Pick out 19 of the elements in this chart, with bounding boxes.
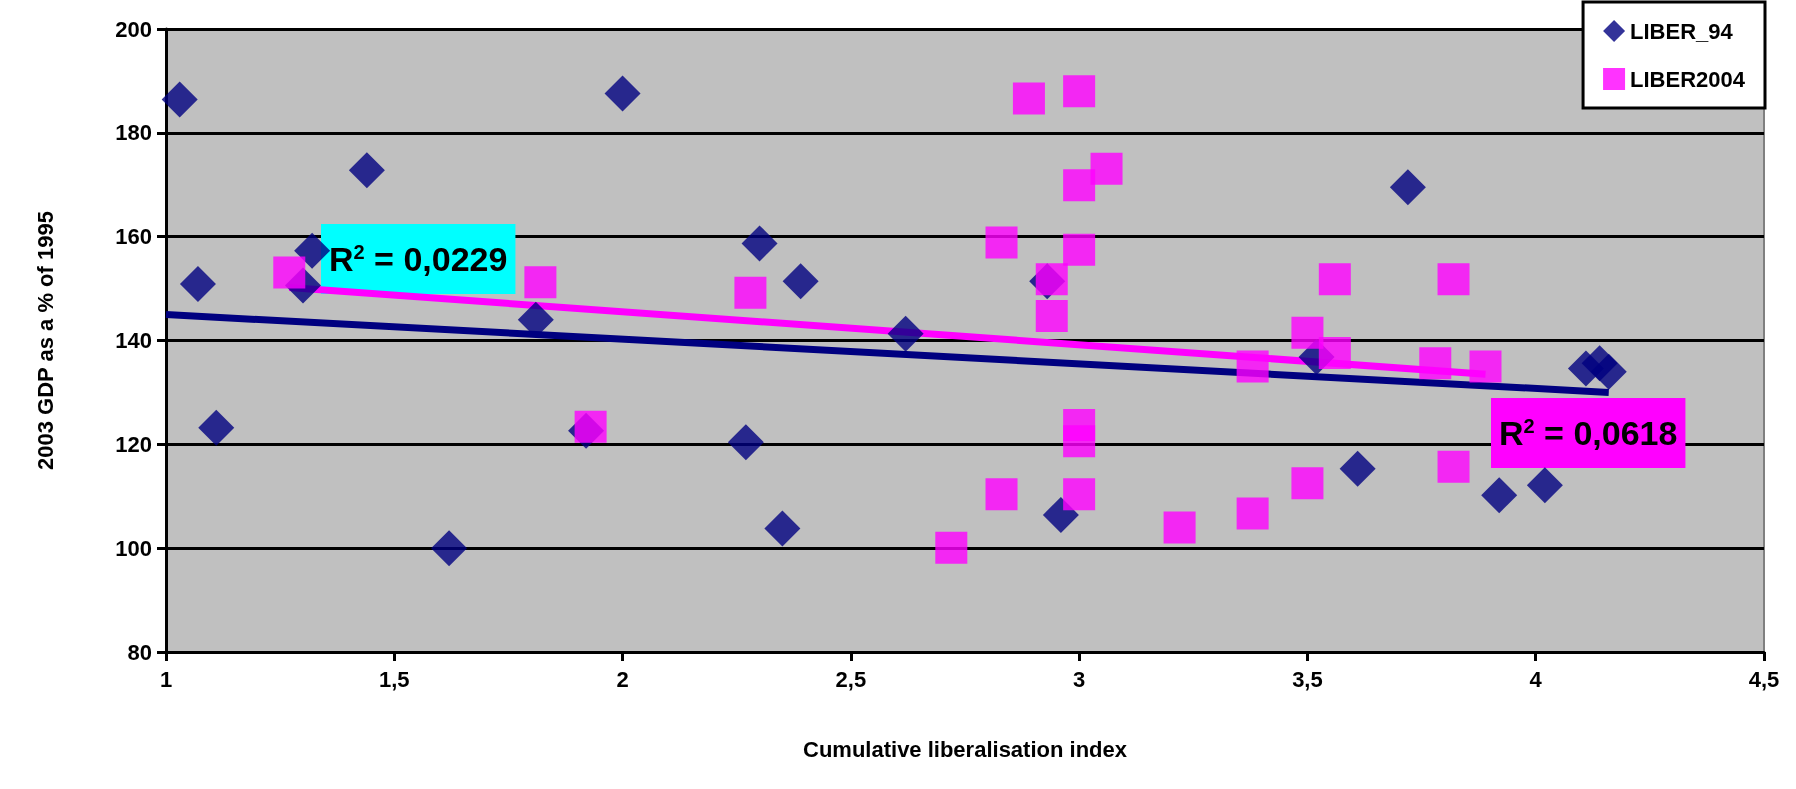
y-tick-label: 180 xyxy=(115,120,152,146)
x-tick-label: 1,5 xyxy=(378,666,410,692)
legend-label: LIBER2004 xyxy=(1630,66,1746,92)
x-tick-label: 4,5 xyxy=(1748,666,1780,692)
y-tick-label: 140 xyxy=(115,328,152,353)
x-axis-title: Cumulative liberalisation index xyxy=(803,736,1128,762)
y-axis-title: 2003 GDP as a % of 1995 xyxy=(32,211,58,470)
y-tick-label: 200 xyxy=(115,16,152,42)
x-tick-label: 3 xyxy=(1073,666,1086,692)
x-tick-label: 4 xyxy=(1529,666,1543,692)
x-tick-label: 3,5 xyxy=(1292,666,1323,692)
y-tick-label: 80 xyxy=(127,639,152,665)
y-tick-label: 160 xyxy=(115,224,152,250)
y-tick-label: 120 xyxy=(115,431,152,457)
y-tick-label: 100 xyxy=(115,535,152,561)
legend-label: LIBER_94 xyxy=(1630,18,1734,44)
x-tick-label: 2 xyxy=(616,666,629,692)
x-tick-label: 1 xyxy=(159,666,173,692)
x-tick-label: 2,5 xyxy=(835,666,867,692)
